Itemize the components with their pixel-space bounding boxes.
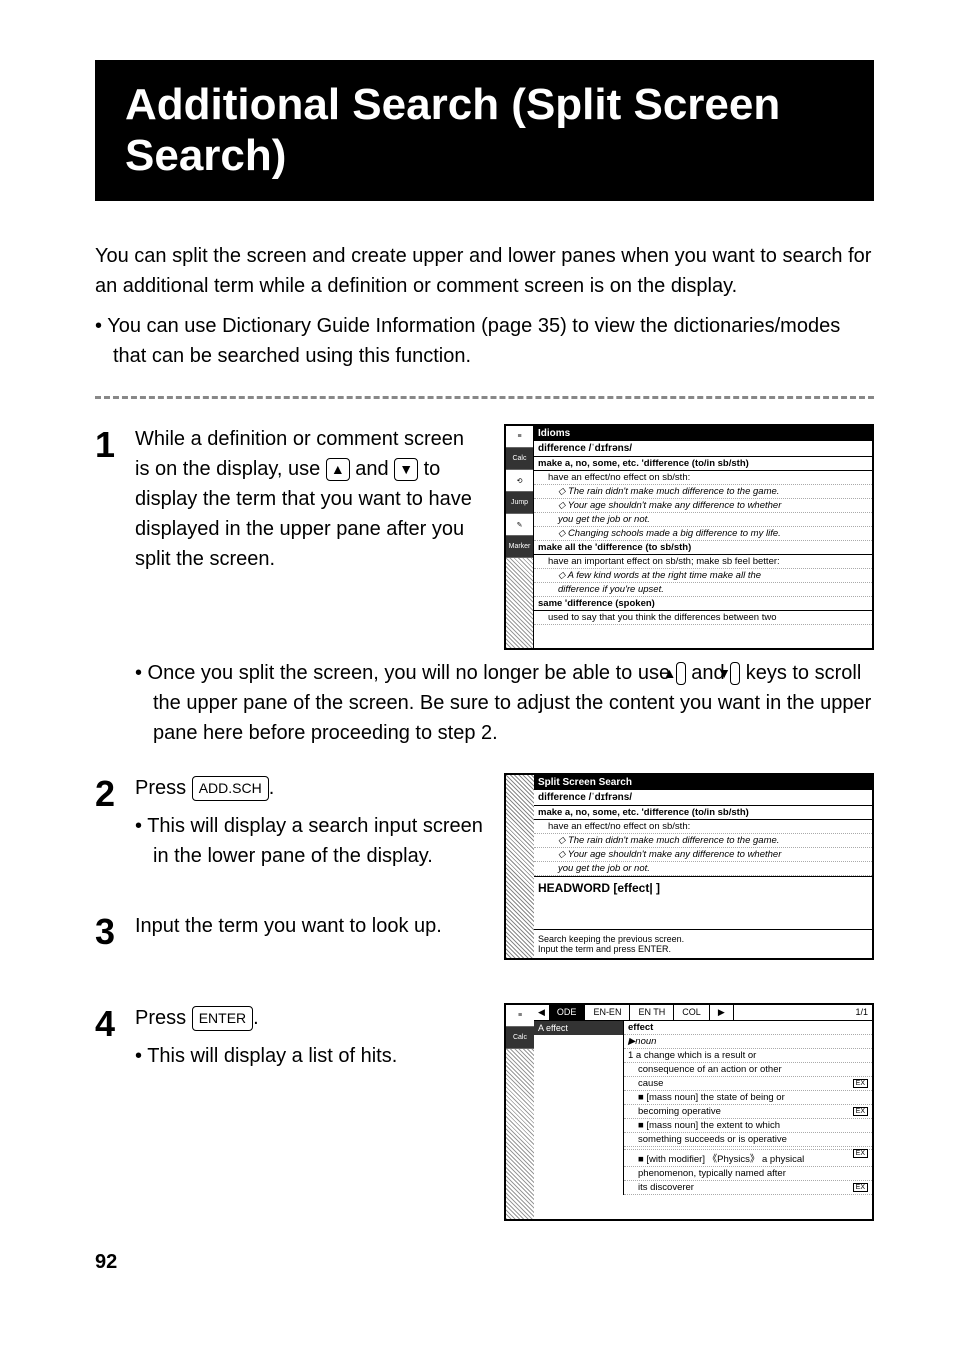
ss-line: have an effect/no effect on sb/sth: [534,820,872,834]
ss-line: you get the job or not. [534,513,872,527]
sidebar-icon: Calc [506,448,533,470]
ss-line: ■ [mass noun] the state of being or [624,1091,872,1105]
step-sub: • This will display a search input scree… [153,811,484,871]
tab: EN TH [630,1005,674,1020]
page-number: 92 [95,1251,874,1274]
tab: COL [674,1005,710,1020]
hatch-area [506,1049,534,1219]
addsch-key: ADD.SCH [192,776,269,801]
ss-line: ◇ A few kind words at the right time mak… [534,569,872,583]
tab: EN-EN [585,1005,630,1020]
down-key-icon: ▼ [730,662,740,685]
sidebar-icon: ✎ [506,514,533,536]
ss-line: make a, no, some, etc. 'difference (to/i… [534,806,872,820]
sidebar-icon: Jump [506,492,533,514]
intro-text: You can split the screen and create uppe… [95,241,874,301]
screenshot-1: ≡ Calc ⟲ Jump ✎ Marker Idioms difference… [504,424,874,650]
ss-line: something succeeds or is operative [624,1133,872,1147]
ss-line: difference if you're upset. [534,583,872,597]
down-key-icon: ▼ [394,458,418,481]
step-sub: • This will display a list of hits. [153,1041,484,1071]
ss-line: ■ [mass noun] the extent to which [624,1119,872,1133]
ss-line: ◇ Your age shouldn't make any difference… [534,848,872,862]
ss-line: consequence of an action or other [624,1063,872,1077]
step-2: 2 Press ADD.SCH. • This will display a s… [95,773,874,978]
step-1: 1 While a definition or comment screen i… [95,424,874,748]
ss-line: same 'difference (spoken) [534,597,872,611]
up-key-icon: ▲ [676,662,686,685]
step-text: While a definition or comment screen is … [135,424,484,574]
search-result: A effect [534,1021,623,1035]
tab: ODE [549,1005,586,1020]
tab: ▶ [710,1005,734,1020]
ss-ipa: difference /ˈdɪfrəns/ [534,441,872,457]
ss-line: causeEX [624,1077,872,1091]
ss-line: becoming operativeEX [624,1105,872,1119]
step-text: Press ENTER. [135,1003,484,1033]
step-number: 3 [95,911,135,953]
step-sub: • Once you split the screen, you will no… [153,658,874,748]
ss-line: ◇ The rain didn't make much difference t… [534,834,872,848]
ss-line: you get the job or not. [534,862,872,876]
enter-key: ENTER [192,1006,253,1031]
ss-line: ◇ The rain didn't make much difference t… [534,485,872,499]
ss-line: phenomenon, typically named after [624,1167,872,1181]
page-title: Additional Search (Split Screen Search) [125,80,844,181]
ss-line: ◇ Your age shouldn't make any difference… [534,499,872,513]
title-banner: Additional Search (Split Screen Search) [95,60,874,201]
ss-line: have an important effect on sb/sth; make… [534,555,872,569]
ss-line: ▶noun [624,1035,872,1049]
ss-line: make all the 'difference (to sb/sth) [534,541,872,555]
up-key-icon: ▲ [326,458,350,481]
ss-line: ◇ Changing schools made a big difference… [534,527,872,541]
sidebar-icon: ⟲ [506,470,533,492]
step-text: Input the term you want to look up. [135,911,484,953]
step-4: 4 Press ENTER. • This will display a lis… [95,1003,874,1221]
ss-headword: HEADWORD [effect| ] [534,876,872,899]
ss-line: its discovererEX [624,1181,872,1195]
step-number: 1 [95,424,135,748]
sidebar-icon: ≡ [506,1005,534,1027]
sidebar-icon: ≡ [506,426,533,448]
ss-line: used to say that you think the differenc… [534,611,872,625]
ss-ipa: difference /ˈdɪfrəns/ [534,790,872,806]
intro-bullet: • You can use Dictionary Guide Informati… [113,311,874,371]
ss-tabs: ◀ ODE EN-EN EN TH COL ▶ 1/1 [534,1005,872,1021]
ss-footer: Search keeping the previous screen. Inpu… [534,929,872,958]
step-number: 4 [95,1003,135,1221]
ss-line: ■ [with modifier] 《Physics》 a physical [624,1150,872,1167]
ss-sidebar: ≡ Calc [506,1005,534,1219]
sidebar-icon: Calc [506,1027,534,1049]
sidebar-icon: Marker [506,536,533,558]
ss-line: 1 a change which is a result or [624,1049,872,1063]
pager: 1/1 [734,1005,872,1020]
ss-line: make a, no, some, etc. 'difference (to/i… [534,457,872,471]
screenshot-3: ≡ Calc ◀ ODE EN-EN EN TH COL ▶ [504,1003,874,1221]
hatch-area [506,775,534,958]
step-text: Press ADD.SCH. [135,773,484,803]
screenshot-2: Split Screen Search difference /ˈdɪfrəns… [504,773,874,960]
result-head: effect [624,1021,872,1035]
divider [95,396,874,399]
ss-titlebar: Idioms [534,426,872,441]
hatch-area [506,558,533,648]
ss-sidebar: ≡ Calc ⟲ Jump ✎ Marker [506,426,534,648]
ss-line: have an effect/no effect on sb/sth: [534,471,872,485]
ss-titlebar: Split Screen Search [534,775,872,790]
